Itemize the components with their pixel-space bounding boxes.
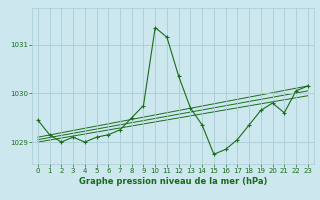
X-axis label: Graphe pression niveau de la mer (hPa): Graphe pression niveau de la mer (hPa) <box>79 177 267 186</box>
